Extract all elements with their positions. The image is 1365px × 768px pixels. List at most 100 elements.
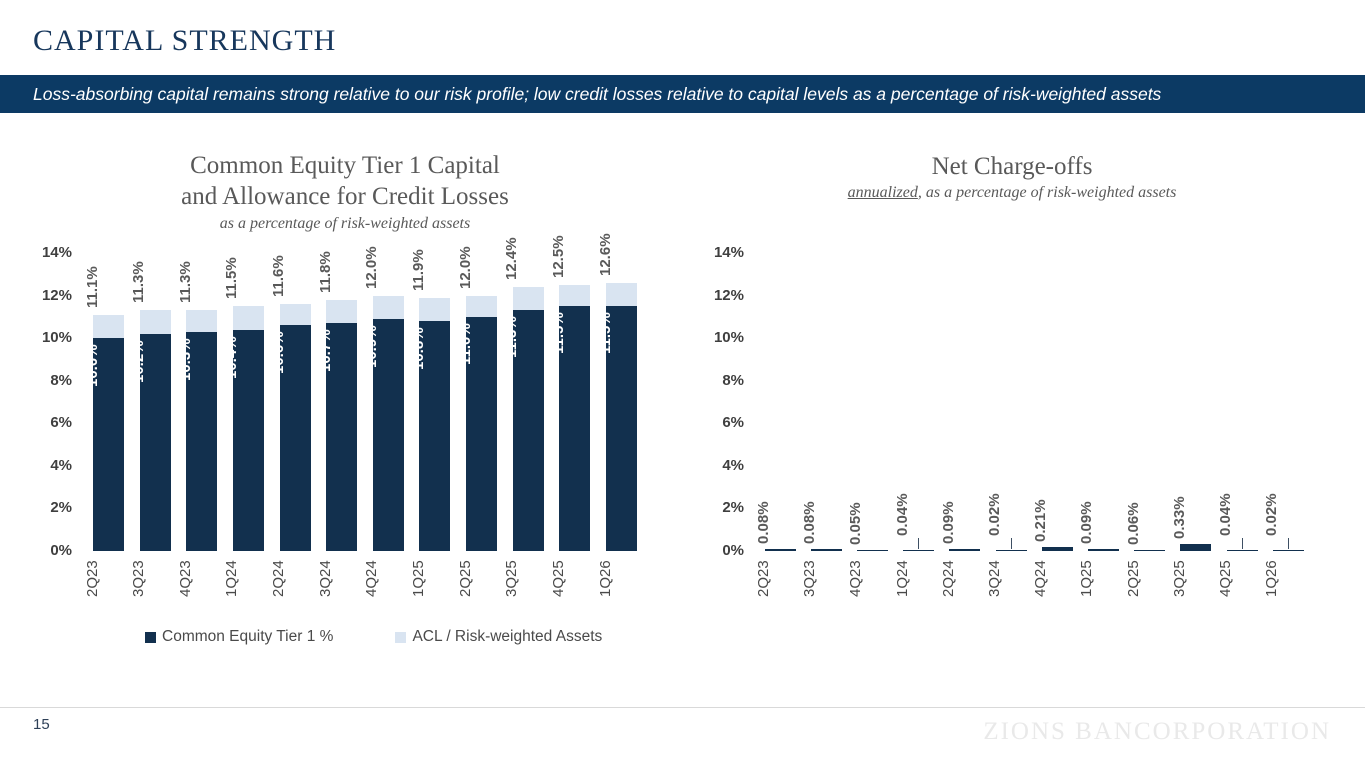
acl-bar-segment xyxy=(279,304,311,326)
nco-bar xyxy=(810,549,842,551)
total-value-label: 11.5% xyxy=(223,257,241,300)
acl-bar-segment xyxy=(419,297,451,322)
cet1-chart-title-line1: Common Equity Tier 1 Capital xyxy=(190,152,500,179)
acl-bar-segment xyxy=(139,310,171,334)
acl-bar-segment xyxy=(466,295,498,317)
x-axis-label: 2Q24 xyxy=(270,560,288,597)
acl-bar-segment xyxy=(186,310,218,332)
footer-divider xyxy=(0,707,1365,708)
x-axis-label: 2Q23 xyxy=(83,560,101,597)
cet1-legend-label: Common Equity Tier 1 % xyxy=(162,628,334,645)
cet1-bar-segment xyxy=(372,319,404,551)
nco-value-label: 0.21% xyxy=(1032,498,1050,542)
cet1-bar-segment xyxy=(512,310,544,551)
total-value-label: 11.8% xyxy=(316,251,334,293)
x-axis-label: 2Q25 xyxy=(1124,560,1142,597)
nco-bar xyxy=(1134,549,1166,551)
cet1-chart-plot: 11.1% 10.0% 2Q23 11.3% 10.2% 3Q23 11.3% 10.3% 4Q… xyxy=(80,233,662,597)
nco-value-label: 0.02% xyxy=(1263,493,1281,536)
cet1-value-label: 10.8% xyxy=(409,327,427,371)
x-axis-label: 3Q24 xyxy=(986,560,1003,597)
slide-title: CAPITAL STRENGTH xyxy=(33,24,337,57)
cet1-legend-swatch xyxy=(145,631,156,643)
banner-text: Loss-absorbing capital remains strong re… xyxy=(33,84,1162,104)
y-axis-label: 2% xyxy=(50,499,72,517)
cet1-value-label: 10.0% xyxy=(83,344,101,388)
cet1-bar-segment xyxy=(186,331,218,551)
cet1-bar-segment xyxy=(419,321,451,551)
y-axis-label: 0% xyxy=(722,542,744,559)
nco-bar xyxy=(856,549,888,551)
y-axis-label: 14% xyxy=(41,244,72,261)
x-axis-label: 4Q24 xyxy=(363,560,381,597)
acl-bar-segment xyxy=(326,299,358,324)
x-axis-label: 3Q23 xyxy=(801,560,819,597)
total-value-label: 11.9% xyxy=(409,248,427,291)
x-axis-label: 1Q24 xyxy=(893,560,911,597)
nco-bar xyxy=(949,549,981,551)
nco-chart-subtitle: annualized, as a percentage of risk-weig… xyxy=(712,183,1312,203)
acl-bar-segment xyxy=(93,314,124,339)
x-axis-label: 4Q24 xyxy=(1032,560,1050,597)
total-value-label: 11.3% xyxy=(176,261,194,304)
total-value-label: 11.3% xyxy=(130,261,148,304)
x-axis-label: 3Q24 xyxy=(316,560,334,597)
nco-bar xyxy=(764,549,796,551)
cet1-value-label: 10.2% xyxy=(130,340,148,383)
cet1-bar-segment xyxy=(139,333,171,551)
nco-bar xyxy=(1226,550,1258,551)
acl-bar-segment xyxy=(372,295,404,319)
cet1-value-label: 10.6% xyxy=(270,331,288,375)
cet1-bar-segment xyxy=(466,316,498,551)
x-axis-label: 4Q23 xyxy=(176,560,194,597)
nco-value-label: 0.09% xyxy=(939,501,957,545)
nco-value-label: 0.02% xyxy=(986,493,1003,536)
total-value-label: 12.0% xyxy=(456,246,474,289)
acl-legend-swatch xyxy=(395,631,407,643)
y-axis-label: 8% xyxy=(50,371,72,389)
cet1-chart-subtitle: as a percentage of risk-weighted assets xyxy=(219,215,471,232)
cet1-y-axis: 0% 2% 4% 6% 8% 10% 12% 14% xyxy=(30,244,72,559)
cet1-chart-title: Common Equity Tier 1 Capital and Allowan… xyxy=(45,150,645,234)
label-leader-line xyxy=(918,538,920,549)
total-value-label: 12.4% xyxy=(503,237,521,281)
x-axis-label: 1Q24 xyxy=(223,560,241,597)
nco-value-label: 0.09% xyxy=(1078,501,1096,545)
x-axis-label: 1Q25 xyxy=(1078,560,1096,597)
cet1-value-label: 10.9% xyxy=(363,325,381,368)
cet1-bar-segment xyxy=(93,338,124,551)
nco-bar xyxy=(1041,546,1073,551)
cet1-bar-segment xyxy=(232,329,264,551)
acl-legend-label: ACL / Risk-weighted Assets xyxy=(412,628,603,645)
banner: Loss-absorbing capital remains strong re… xyxy=(0,75,1365,113)
label-leader-line xyxy=(1241,538,1243,549)
nco-bar xyxy=(1272,550,1304,551)
nco-value-label: 0.08% xyxy=(755,501,772,545)
nco-chart-plot: 0.08% 2Q23 0.08% 3Q23 0.05% 4Q23 0.04% 1Q24 0.09… xyxy=(750,253,1320,597)
cet1-chart-title-line2: and Allowance for Credit Losses xyxy=(181,183,509,210)
cet1-value-label: 10.3% xyxy=(176,338,194,381)
x-axis-label: 1Q25 xyxy=(409,560,427,597)
x-axis-label: 3Q25 xyxy=(503,560,521,597)
nco-subtitle-underlined: annualized xyxy=(847,184,918,201)
y-axis-label: 8% xyxy=(722,371,744,389)
legend-item-acl: ACL / Risk-weighted Assets xyxy=(395,628,602,646)
cet1-bar-segment xyxy=(326,323,358,551)
y-axis-label: 0% xyxy=(50,542,72,559)
nco-value-label: 0.06% xyxy=(1124,502,1142,545)
cet1-bar-segment xyxy=(279,325,311,551)
y-axis-label: 6% xyxy=(50,414,72,432)
x-axis-label: 1Q26 xyxy=(1263,560,1281,597)
cet1-value-label: 11.3% xyxy=(503,316,521,359)
x-axis-label: 2Q24 xyxy=(939,560,957,597)
nco-y-axis: 0% 2% 4% 6% 8% 10% 12% 14% xyxy=(702,244,744,559)
total-value-label: 12.0% xyxy=(363,246,381,289)
company-logo: ZIONS BANCORPORATION xyxy=(983,718,1331,745)
nco-value-label: 0.08% xyxy=(801,501,819,545)
nco-chart-title-text: Net Charge-offs xyxy=(931,153,1093,180)
x-axis-label: 4Q23 xyxy=(847,560,865,597)
total-value-label: 11.1% xyxy=(83,266,101,308)
cet1-bar-segment xyxy=(559,306,591,551)
y-axis-label: 2% xyxy=(722,499,744,517)
x-axis-label: 2Q23 xyxy=(755,560,772,597)
